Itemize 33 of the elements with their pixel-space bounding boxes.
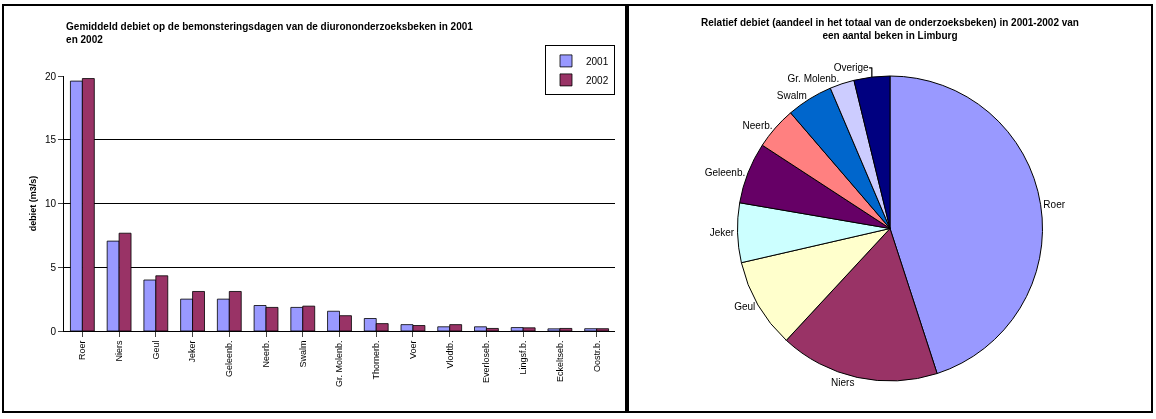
x-tick-label: Geleenb. [224,340,235,378]
x-tick-label: Eckeltseb. [554,340,565,383]
x-tick-label: Geul [150,340,161,360]
y-tick-label: 15 [44,134,57,146]
x-tick-label: Voer [407,340,418,360]
slice-label: Geleenb. [704,166,746,178]
slice-label: Roer [1043,199,1066,211]
slice-label: Overige [833,62,870,74]
x-tick-label: Oostr.b. [591,340,602,373]
slice-label: Jeker [709,227,735,239]
chart-title: Relatief debiet (aandeel in het totaal van de onderzoeksbeken) in 2001-2002 van een aantal beken in Limburg [701,17,1079,42]
x-tick-label: Neerb. [260,340,271,368]
y-axis-title: debiet (m3/s) [28,175,38,232]
legend-label: 2002 [586,74,609,86]
x-tick-label: Vlodtb. [444,340,455,369]
chart-title: Gemiddeld debiet op de bemonsteringsdagen van de diurononderzoeksbeken in 2001 en 2002 [66,21,474,46]
x-tick-label: Jeker [187,340,198,363]
slice-label: Neerb. [742,120,773,132]
slice-label: Gr. Molenb. [787,73,840,85]
y-tick-label: 0 [50,325,57,337]
slice-label: Geul [734,300,756,312]
y-tick-label: 5 [50,261,57,273]
x-tick-label: Lingsf.b. [518,340,529,375]
legend-label: 2001 [586,55,609,67]
y-tick-label: 10 [44,198,57,209]
x-tick-label: Thornerb. [371,340,382,380]
x-tick-label: Gr. Molenb. [334,340,345,388]
x-tick-label: Niers [114,340,125,362]
x-tick-label: Roer [77,340,88,361]
y-tick-label: 20 [44,70,57,82]
slice-label: Swalm [776,89,807,101]
x-tick-label: Swalm [297,340,308,368]
x-tick-label: Everloseb. [481,340,492,384]
